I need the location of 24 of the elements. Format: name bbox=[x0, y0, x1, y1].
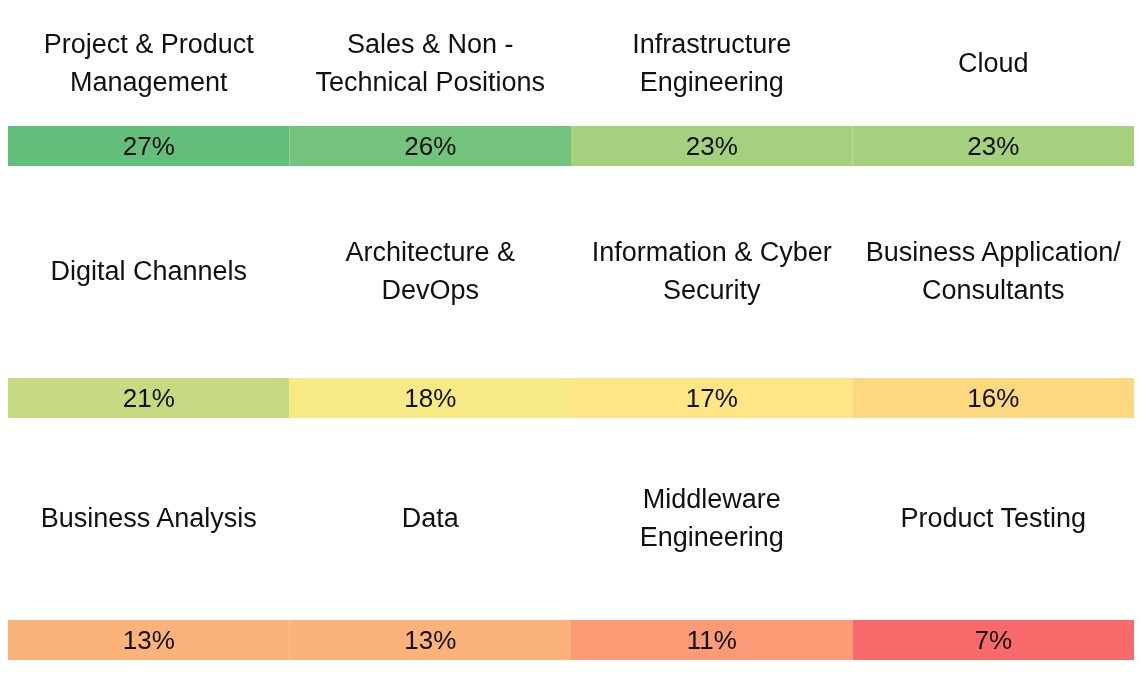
category-label: Business Analysis bbox=[40, 502, 257, 535]
category-label: Infrastructure Engineering bbox=[631, 28, 793, 99]
data-label: 13% bbox=[404, 625, 457, 656]
category-label: Sales & Non - Technical Positions bbox=[314, 28, 547, 99]
data-label: 23% bbox=[967, 131, 1020, 162]
data-label: 18% bbox=[404, 383, 457, 414]
category-label: Digital Channels bbox=[50, 255, 248, 288]
category-label: Middleware Engineering bbox=[638, 483, 785, 554]
data-label: 13% bbox=[122, 625, 175, 656]
category-label: Project & Product Management bbox=[42, 28, 255, 99]
data-label: 26% bbox=[404, 131, 457, 162]
data-label: 11% bbox=[686, 625, 737, 656]
data-label: 21% bbox=[122, 383, 175, 414]
category-label: Information & Cyber Security bbox=[590, 236, 833, 307]
data-label: 16% bbox=[967, 383, 1020, 414]
data-label: 27% bbox=[122, 131, 175, 162]
data-label: 7% bbox=[974, 625, 1013, 656]
data-label: 17% bbox=[685, 383, 738, 414]
category-label: Data bbox=[401, 502, 459, 535]
category-label: Architecture & DevOps bbox=[344, 236, 517, 307]
category-label: Business Application/ Consultants bbox=[864, 236, 1122, 307]
data-label: 23% bbox=[685, 131, 738, 162]
category-label: Cloud bbox=[957, 47, 1029, 80]
category-label: Product Testing bbox=[900, 502, 1087, 535]
